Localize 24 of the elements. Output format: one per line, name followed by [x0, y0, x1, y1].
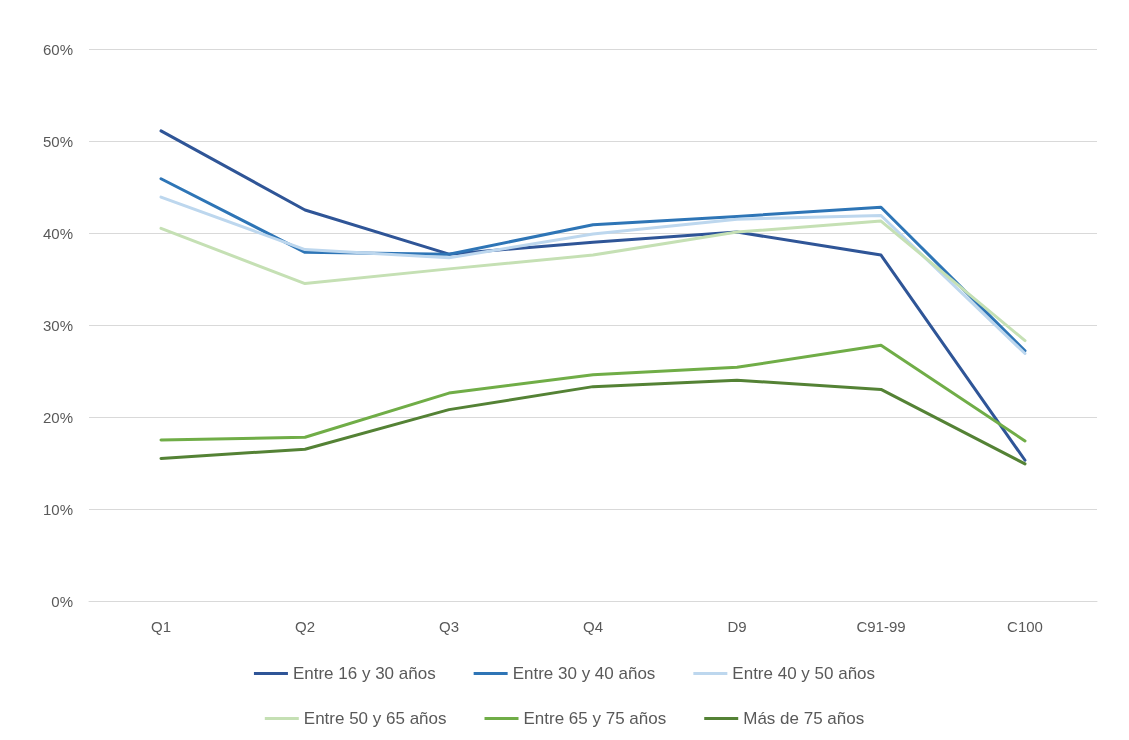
x-tick-label: Q3 — [438, 618, 460, 635]
x-tick-label: Q1 — [150, 618, 172, 635]
legend-label: Entre 16 y 30 años — [292, 664, 436, 683]
x-tick-label: D9 — [727, 618, 747, 635]
y-tick-label: 20% — [42, 408, 73, 426]
y-tick-label: 50% — [42, 132, 73, 150]
legend-label: Entre 50 y 65 años — [303, 709, 447, 728]
legend-label: Entre 65 y 75 años — [523, 709, 667, 728]
x-tick-label: Q2 — [294, 618, 316, 635]
y-tick-label: 0% — [51, 592, 73, 610]
line-series — [159, 219, 1027, 343]
y-tick-label: 30% — [42, 316, 73, 334]
line-series — [159, 129, 1027, 462]
legend-label: Entre 40 y 50 años — [732, 664, 876, 683]
legend-label: Más de 75 años — [743, 709, 865, 728]
legend-label: Entre 30 y 40 años — [512, 664, 656, 683]
x-tick-label: Q4 — [582, 618, 604, 635]
line-series — [159, 343, 1027, 443]
y-tick-label: 10% — [42, 500, 73, 518]
line-series — [159, 378, 1027, 466]
x-tick-label: C100 — [1007, 618, 1043, 635]
x-tick-label: C91-99 — [856, 618, 906, 635]
y-tick-label: 60% — [42, 40, 73, 58]
y-tick-label: 40% — [42, 224, 73, 242]
